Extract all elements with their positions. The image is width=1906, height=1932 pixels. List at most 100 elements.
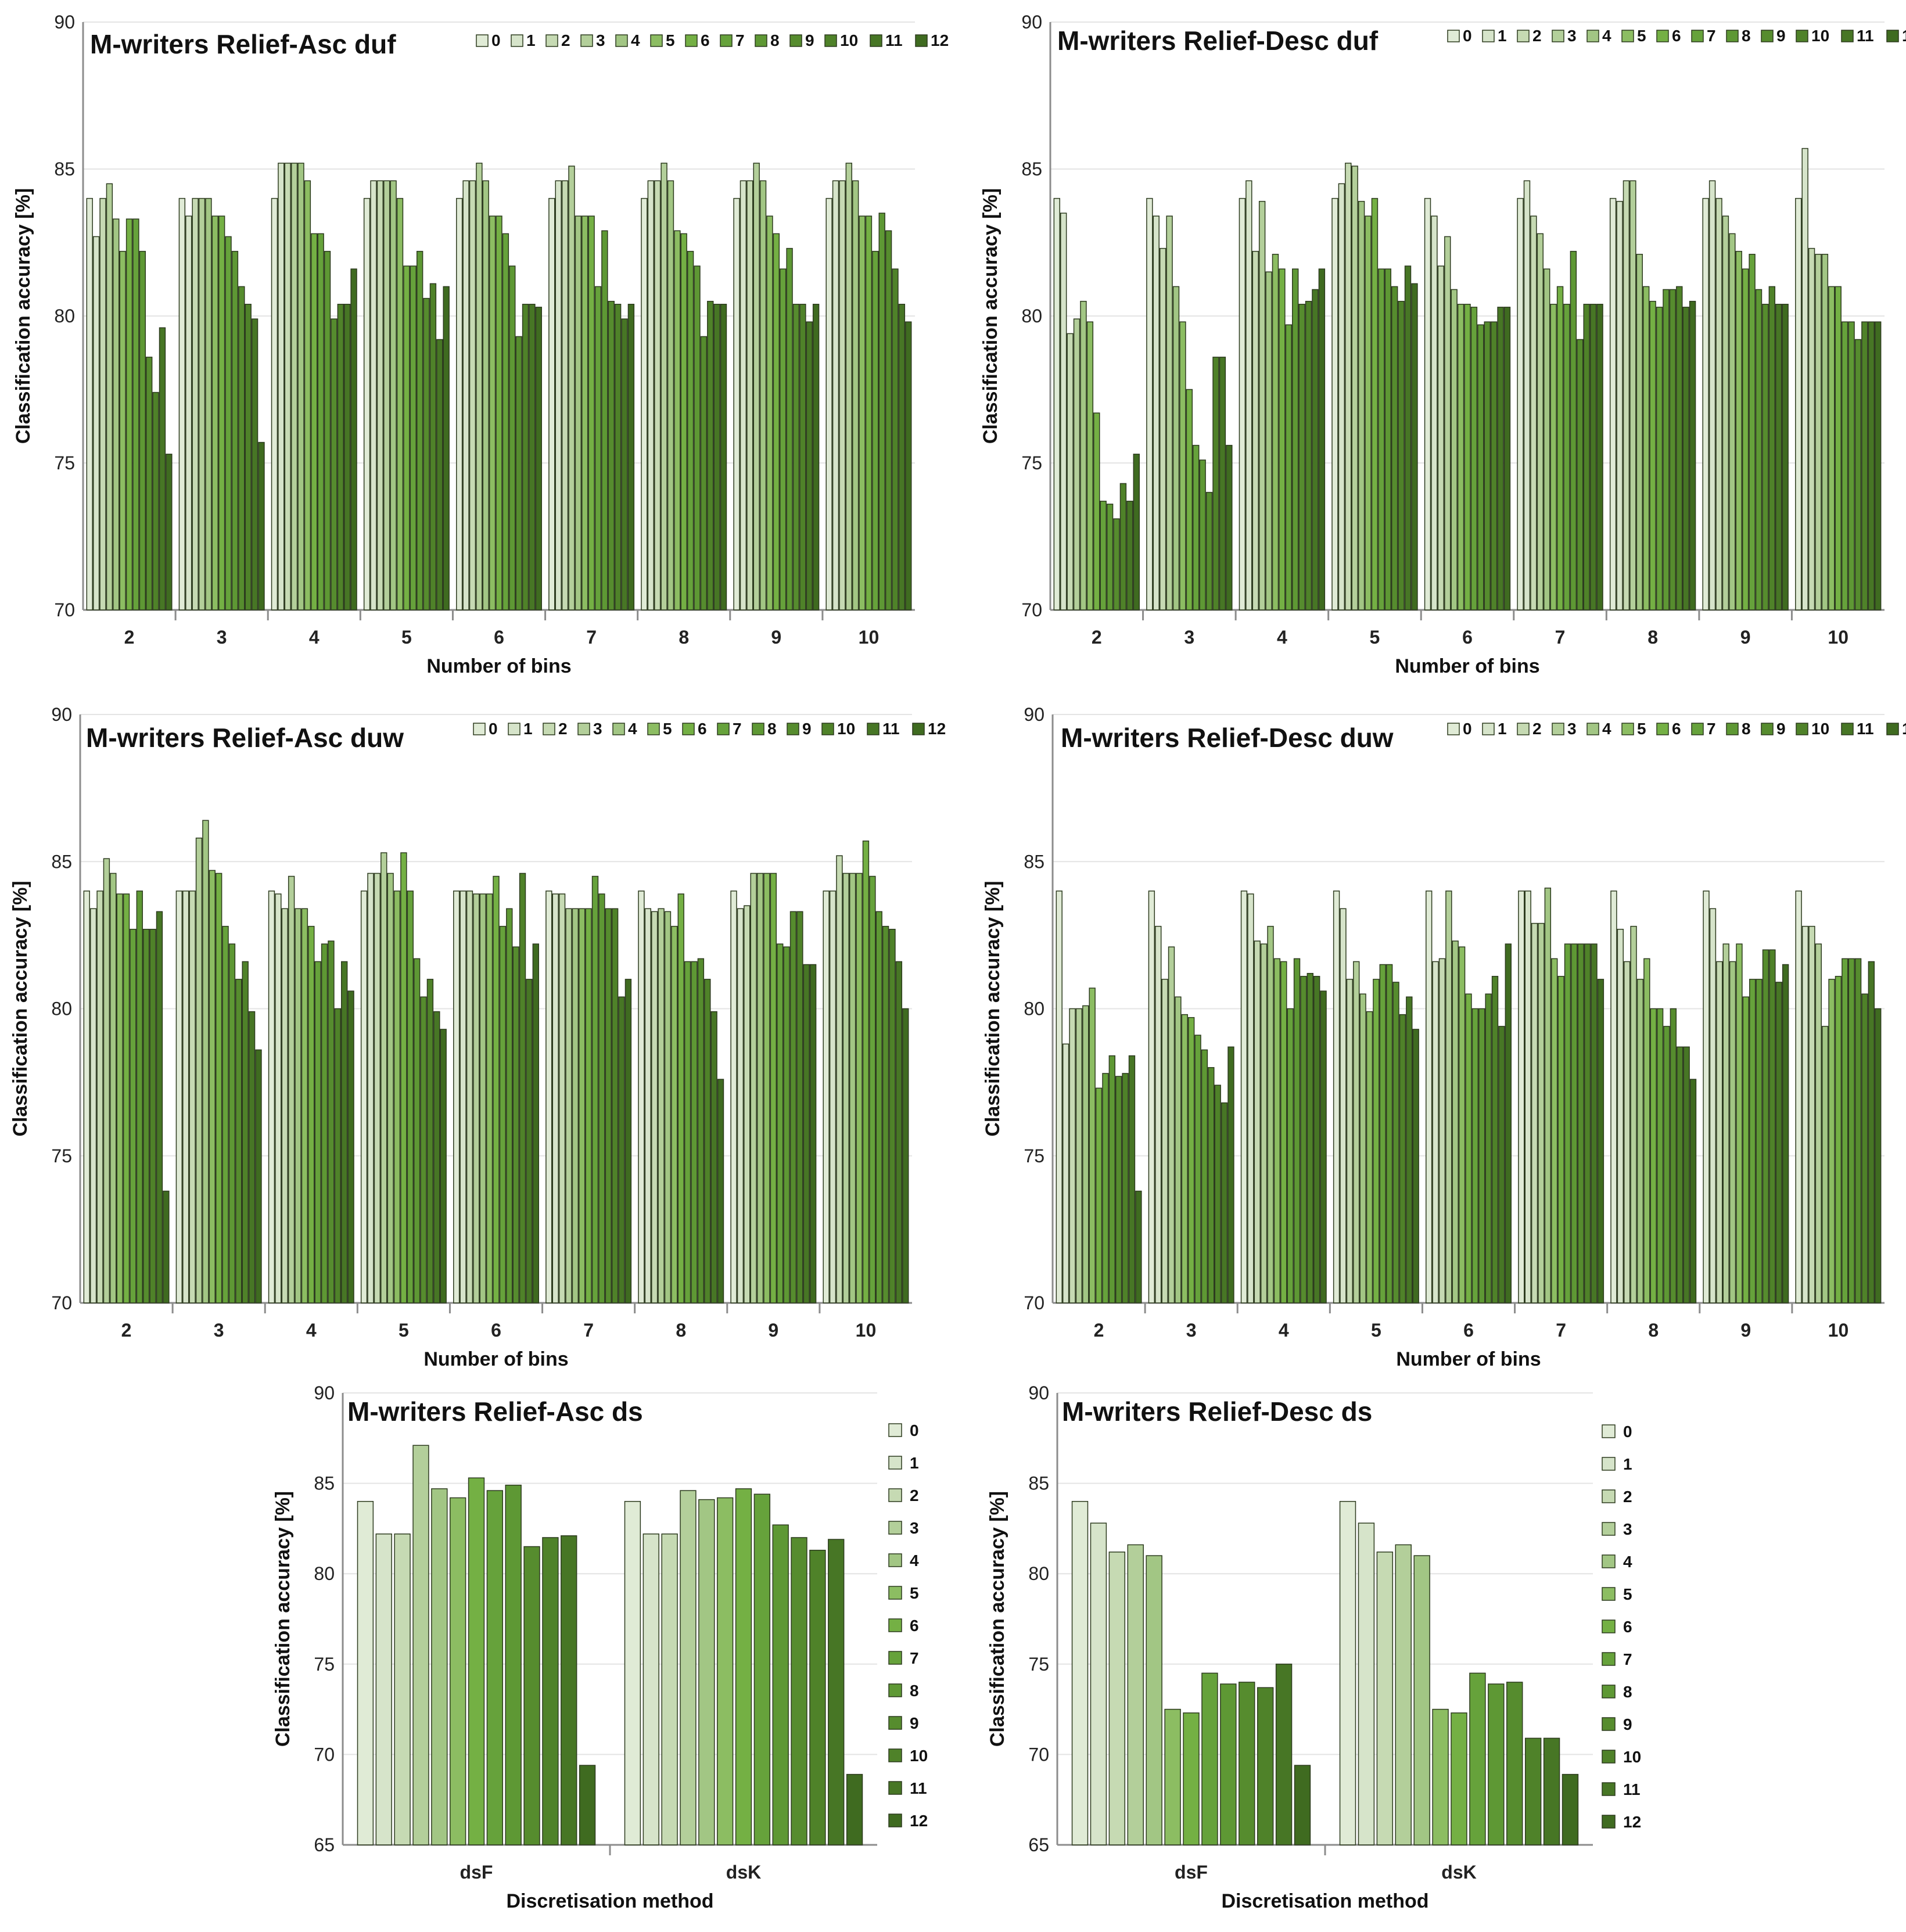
legend-label-1: 1 xyxy=(526,31,536,49)
bar-6-series-8 xyxy=(509,265,516,611)
bar-5-series-0 xyxy=(363,197,371,611)
bar-2-series-7 xyxy=(1100,501,1107,611)
bar-8-series-2 xyxy=(654,180,661,611)
bar-8-series-0 xyxy=(1609,197,1617,611)
legend-swatch-10 xyxy=(888,1748,902,1762)
x-tick-label: 7 xyxy=(583,1320,594,1341)
y-axis-title: Classification accuracy [%] xyxy=(9,881,31,1136)
bar-7-series-7 xyxy=(1563,304,1570,611)
legend-label-4: 4 xyxy=(1602,27,1611,45)
bar-7-series-7 xyxy=(1564,943,1571,1303)
bar-dsF-series-1 xyxy=(1090,1522,1107,1845)
bar-3-series-9 xyxy=(235,979,242,1303)
bar-10-series-7 xyxy=(1841,321,1848,611)
bar-6-series-5 xyxy=(1458,946,1466,1303)
bar-8-series-10 xyxy=(1677,1046,1684,1303)
bar-7-series-5 xyxy=(1551,958,1558,1303)
x-tick-label: 5 xyxy=(399,1320,409,1341)
bar-6-series-12 xyxy=(532,943,539,1303)
legend-swatch-0 xyxy=(1602,1424,1616,1438)
bar-8-series-5 xyxy=(1643,958,1650,1303)
legend-label-6: 6 xyxy=(1623,1618,1632,1636)
legend-label-4: 4 xyxy=(628,720,637,738)
legend-swatch-8 xyxy=(1726,30,1739,42)
bar-dsK-series-5 xyxy=(1432,1708,1449,1845)
bar-9-series-6 xyxy=(1742,996,1750,1303)
bar-5-series-4 xyxy=(1358,200,1365,611)
bar-5-series-5 xyxy=(1366,1011,1373,1303)
bar-7-series-2 xyxy=(1530,216,1537,611)
legend-label-2: 2 xyxy=(558,720,568,738)
bar-10-series-4 xyxy=(852,180,859,611)
legend-swatch-3 xyxy=(1602,1522,1616,1536)
bar-3-series-11 xyxy=(248,1011,256,1303)
bar-4-series-9 xyxy=(1300,976,1307,1303)
bar-5-series-11 xyxy=(1404,265,1412,611)
bar-2-series-8 xyxy=(1108,1055,1116,1303)
chart-title: M-writers Relief-Asc duw xyxy=(86,723,404,753)
chart-title: M-writers Relief-Desc duw xyxy=(1061,723,1394,753)
x-tick-label: dsK xyxy=(1441,1862,1476,1883)
bar-9-series-8 xyxy=(1756,979,1763,1303)
legend-label-8: 8 xyxy=(1742,720,1751,738)
legend-label-11: 11 xyxy=(882,720,900,738)
y-tick-label: 65 xyxy=(1028,1834,1049,1855)
bar-8-series-2 xyxy=(1624,961,1631,1303)
bar-10-series-7 xyxy=(872,250,879,611)
legend-label-2: 2 xyxy=(910,1486,919,1504)
legend-swatch-11 xyxy=(1841,723,1854,735)
y-tick-label: 70 xyxy=(51,1292,72,1313)
bar-5-series-5 xyxy=(393,890,401,1303)
bar-3-series-5 xyxy=(211,216,218,611)
bar-2-series-0 xyxy=(86,197,93,611)
bar-10-series-4 xyxy=(1821,1026,1829,1303)
bar-9-series-11 xyxy=(1775,304,1782,611)
legend-swatch-1 xyxy=(508,723,521,735)
bar-7-series-4 xyxy=(1544,888,1552,1303)
bar-2-series-9 xyxy=(1113,518,1120,611)
bar-9-series-9 xyxy=(789,911,797,1303)
legend-swatch-10 xyxy=(824,34,837,47)
bar-7-series-6 xyxy=(1557,976,1564,1303)
bar-4-series-11 xyxy=(340,961,348,1303)
legend-swatch-9 xyxy=(1602,1717,1616,1731)
bar-4-series-9 xyxy=(328,940,335,1303)
bar-3-series-7 xyxy=(222,925,229,1303)
bar-6-series-1 xyxy=(1432,961,1439,1303)
legend-swatch-6 xyxy=(1656,723,1669,735)
bar-5-series-12 xyxy=(1412,1029,1419,1303)
bar-6-series-11 xyxy=(1497,307,1504,611)
legend-swatch-5 xyxy=(650,34,663,47)
bar-2-series-2 xyxy=(1067,333,1074,611)
legend-label-0: 0 xyxy=(1463,27,1472,45)
bar-4-series-5 xyxy=(1272,253,1279,611)
legend-label-4: 4 xyxy=(1602,720,1611,738)
bar-6-series-3 xyxy=(476,163,483,611)
bar-3-series-2 xyxy=(192,197,199,611)
bar-7-series-3 xyxy=(568,166,575,611)
bar-5-series-7 xyxy=(1379,964,1386,1303)
bar-4-series-11 xyxy=(1313,976,1320,1303)
bar-4-series-8 xyxy=(1292,268,1299,611)
legend-label-12: 12 xyxy=(1902,27,1906,45)
bar-5-series-10 xyxy=(1398,300,1405,611)
y-tick-label: 80 xyxy=(1021,306,1042,326)
bar-6-series-9 xyxy=(515,336,522,611)
bar-8-series-5 xyxy=(674,230,681,611)
y-tick-label: 90 xyxy=(54,12,75,33)
legend-label-6: 6 xyxy=(1672,27,1681,45)
legend-swatch-12 xyxy=(1602,1815,1616,1829)
bar-4-series-0 xyxy=(271,197,278,611)
bar-4-series-3 xyxy=(1260,943,1268,1303)
x-tick-label: 10 xyxy=(856,1320,877,1341)
bar-10-series-4 xyxy=(849,872,856,1303)
x-tick-label: 5 xyxy=(401,627,412,648)
bar-9-series-11 xyxy=(806,321,813,611)
bar-6-series-6 xyxy=(493,875,500,1303)
x-tick-label: dsK xyxy=(726,1862,761,1883)
bar-5-series-8 xyxy=(1385,964,1393,1303)
legend-label-7: 7 xyxy=(733,720,742,738)
bar-2-series-10 xyxy=(149,928,156,1303)
